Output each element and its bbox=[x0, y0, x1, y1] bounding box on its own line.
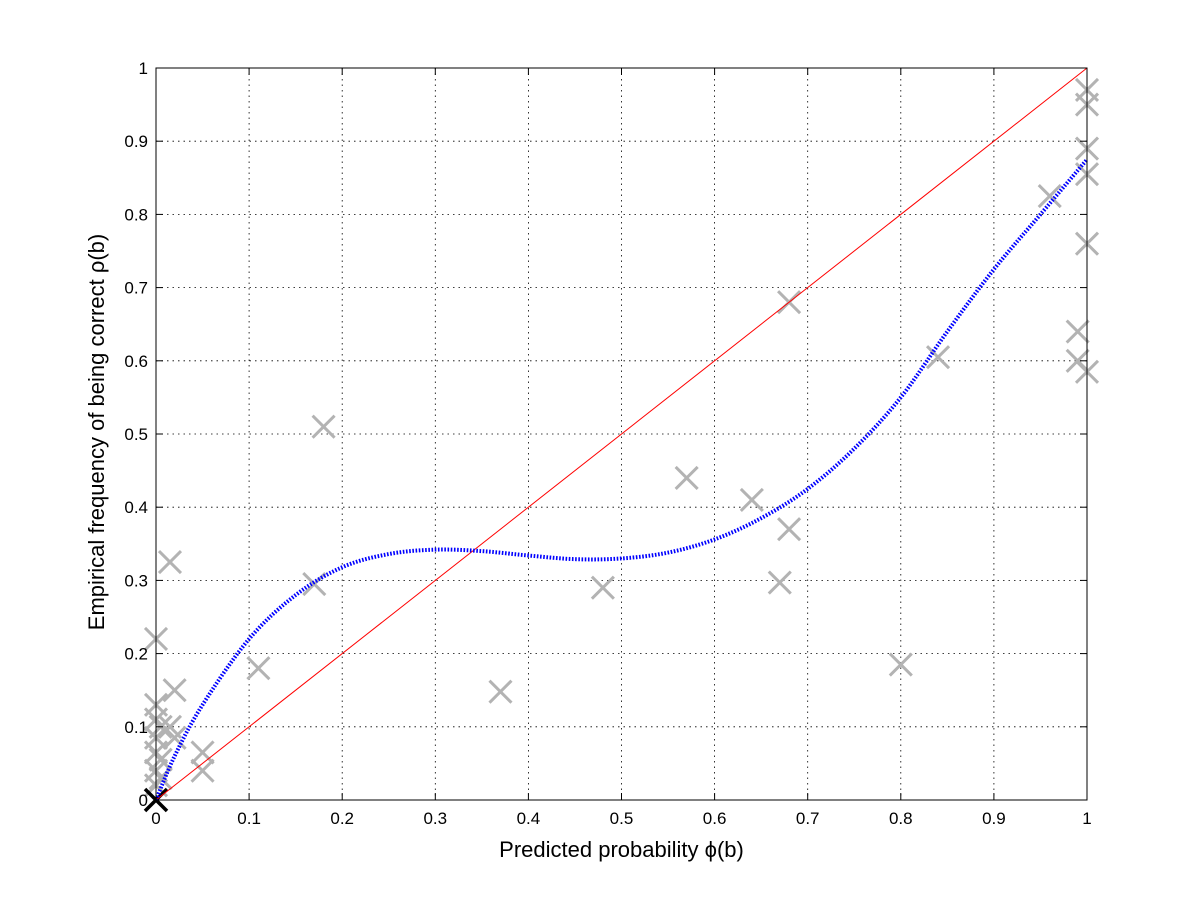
x-axis-label: Predicted probability ϕ(b) bbox=[499, 837, 744, 862]
y-tick-label: 0.4 bbox=[124, 498, 148, 517]
scatter-point-stroke bbox=[162, 725, 187, 750]
scatter-point-stroke bbox=[488, 679, 513, 704]
scatter-point bbox=[162, 678, 187, 703]
scatter-point bbox=[190, 740, 215, 765]
scatter-point-stroke bbox=[1065, 319, 1090, 344]
scatter-point-stroke bbox=[190, 758, 215, 783]
x-tick-label: 0.3 bbox=[423, 809, 447, 828]
scatter-point bbox=[1037, 184, 1062, 209]
y-tick-label: 0.6 bbox=[124, 352, 148, 371]
scatter-point bbox=[157, 550, 183, 575]
scatter-point bbox=[739, 487, 764, 512]
fit-curve-line bbox=[156, 158, 1089, 801]
tick-marks bbox=[155, 67, 1088, 801]
x-tick-label: 0.1 bbox=[237, 809, 261, 828]
scatter-point bbox=[674, 465, 699, 490]
scatter-point bbox=[925, 345, 951, 370]
scatter-point bbox=[246, 656, 271, 681]
scatter-point-stroke bbox=[739, 487, 764, 512]
y-tick-label: 0.5 bbox=[124, 425, 148, 444]
x-tick-label: 0.5 bbox=[610, 809, 634, 828]
scatter-point bbox=[488, 679, 513, 704]
x-tick-labels: 0 0.1 0.2 0.3 0.4 0.5 0.6 0.7 0.8 0.9 1 bbox=[151, 809, 1091, 828]
y-tick-label: 0.9 bbox=[124, 132, 148, 151]
scatter-point-stroke bbox=[311, 414, 336, 439]
scatter-point-stroke bbox=[674, 465, 699, 490]
scatter-point-stroke bbox=[157, 714, 183, 739]
x-tick-label: 1 bbox=[1082, 809, 1091, 828]
x-tick-label: 0.7 bbox=[796, 809, 820, 828]
scatter-point bbox=[1065, 319, 1090, 344]
x-tick-label: 0.9 bbox=[982, 809, 1006, 828]
scatter-point-stroke bbox=[162, 678, 187, 703]
diagonal-reference-line bbox=[156, 67, 1088, 801]
scatter-point-stroke bbox=[246, 656, 271, 681]
scatter-point-stroke bbox=[1037, 184, 1062, 209]
scatter-point-stroke bbox=[157, 550, 183, 575]
x-tick-label: 0.2 bbox=[330, 809, 354, 828]
y-tick-label: 0 bbox=[139, 791, 148, 810]
scatter-point-stroke bbox=[590, 575, 615, 600]
x-tick-label: 0 bbox=[151, 809, 160, 828]
x-tick-label: 0.8 bbox=[889, 809, 913, 828]
scatter-point bbox=[777, 517, 802, 542]
scatter-point-stroke bbox=[767, 570, 792, 595]
scatter-point bbox=[888, 652, 913, 677]
scatter-point-stroke bbox=[777, 517, 802, 542]
x-tick-label: 0.6 bbox=[703, 809, 727, 828]
scatter-point bbox=[190, 758, 215, 783]
y-tick-labels: 0 0.1 0.2 0.3 0.4 0.5 0.6 0.7 0.8 0.9 1 bbox=[124, 59, 148, 810]
scatter-point bbox=[590, 575, 615, 600]
scatter-point-stroke bbox=[888, 652, 913, 677]
scatter-point bbox=[767, 570, 792, 595]
y-tick-label: 0.1 bbox=[124, 718, 148, 737]
scatter-point-stroke bbox=[925, 345, 951, 370]
x-tick-label: 0.4 bbox=[517, 809, 541, 828]
scatter-point-stroke bbox=[190, 740, 215, 765]
y-tick-label: 0.2 bbox=[124, 645, 148, 664]
y-tick-label: 0.7 bbox=[124, 279, 148, 298]
scatter-point bbox=[311, 414, 336, 439]
scatter-point bbox=[148, 765, 173, 791]
y-tick-label: 0.3 bbox=[124, 571, 148, 590]
y-tick-label: 0.8 bbox=[124, 205, 148, 224]
scatter-point-stroke bbox=[148, 765, 173, 791]
y-tick-label: 1 bbox=[139, 59, 148, 78]
y-axis-label: Empirical frequency of being correct ρ(b… bbox=[84, 234, 109, 630]
